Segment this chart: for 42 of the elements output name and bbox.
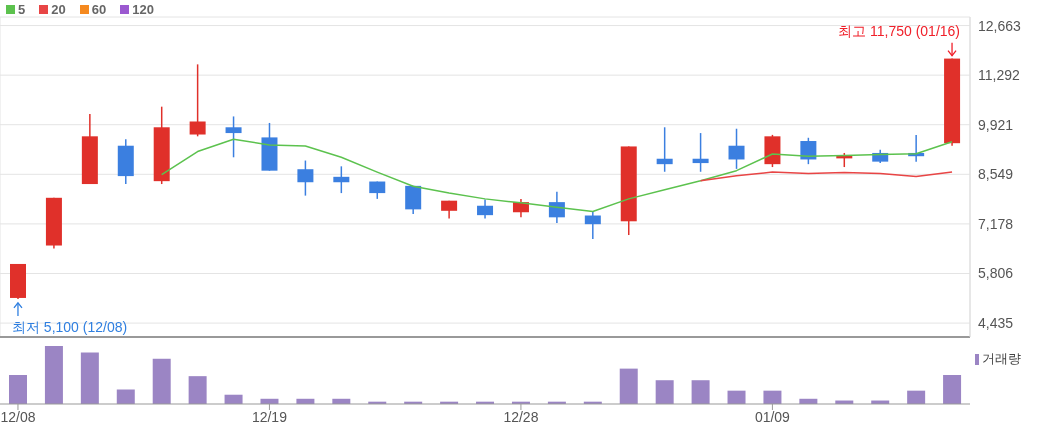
candlestick	[584, 210, 601, 240]
candlestick	[405, 185, 422, 215]
legend-label: 20	[51, 2, 66, 17]
y-tick-label: 5,806	[978, 265, 1014, 282]
bar	[655, 380, 674, 404]
bar	[763, 390, 782, 404]
y-tick-label: 9,921	[978, 116, 1014, 133]
line-series	[699, 171, 953, 182]
annotation: 최고 11,750 (01/16)	[838, 22, 961, 39]
bar	[9, 375, 27, 404]
bar	[691, 380, 710, 404]
annotation: 최저 5,100 (12/08)	[11, 318, 128, 335]
y-tick-label: 12,663	[978, 17, 1022, 34]
legend-label: 거래량	[982, 350, 1021, 368]
bar	[44, 346, 63, 404]
y-tick-label: 8,549	[978, 166, 1014, 183]
candlestick	[189, 63, 206, 138]
bar	[116, 389, 135, 404]
candlestick	[477, 198, 494, 220]
y-tick-label: 4,435	[978, 315, 1014, 332]
bar	[907, 390, 926, 404]
bar	[152, 358, 171, 404]
candlestick	[225, 115, 242, 159]
legend-label: 120	[132, 2, 154, 17]
bar	[727, 390, 746, 404]
y-tick-label: 11,292	[978, 67, 1020, 84]
legend-label: 5	[18, 2, 26, 17]
x-tick-label: 12/19	[251, 408, 288, 425]
candlestick	[333, 165, 350, 194]
bar	[80, 352, 99, 404]
candlestick	[297, 159, 314, 197]
x-tick-label: 01/09	[754, 408, 791, 425]
y-tick-label: 7,178	[978, 215, 1014, 232]
candlestick	[728, 127, 745, 170]
bar	[943, 375, 962, 404]
legend-label: 60	[91, 2, 107, 17]
bar	[188, 376, 207, 404]
x-tick-label: 12/28	[503, 408, 539, 425]
bar	[619, 368, 638, 404]
x-tick-label: 12/08	[0, 408, 36, 425]
candlestick	[656, 126, 673, 173]
candlestick	[692, 132, 709, 173]
